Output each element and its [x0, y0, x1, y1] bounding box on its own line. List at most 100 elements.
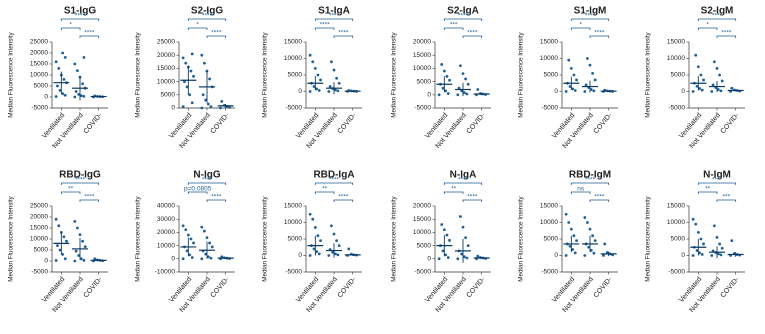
significance-bracket: [187, 18, 227, 21]
y-tick-label: 20000: [157, 229, 175, 236]
data-point: [79, 257, 83, 261]
data-point: [219, 106, 222, 110]
significance-bracket: [314, 27, 335, 30]
significance-bracket: [314, 182, 354, 185]
panel: N-IgM Median Fluorescence Intensity -5000 0…: [645, 170, 745, 314]
data-point: [78, 233, 82, 236]
data-point: [716, 252, 720, 256]
data-point: [603, 242, 607, 246]
data-point: [699, 237, 703, 241]
y-tick-label: 10000: [667, 55, 685, 62]
data-point: [183, 80, 186, 83]
data-point: [54, 259, 58, 262]
data-point: [440, 223, 444, 226]
data-point: [61, 253, 65, 256]
data-point: [188, 253, 192, 257]
data-point: [699, 73, 703, 77]
data-point: [189, 237, 193, 241]
data-point: [564, 212, 568, 216]
significance-bracket: [697, 182, 737, 185]
y-tick-label: 20000: [30, 50, 48, 57]
y-tick-label: 10000: [413, 229, 431, 236]
data-point: [700, 253, 704, 256]
data-point: [592, 89, 596, 93]
significance-label: ****: [329, 13, 340, 20]
data-point: [56, 84, 59, 88]
data-point: [201, 93, 205, 97]
data-point: [700, 88, 704, 92]
data-point: [605, 251, 609, 254]
panel: N-IgA Median Fluorescence Intensity -5000 0…: [391, 170, 491, 314]
data-point: [316, 73, 320, 77]
panel: S2-IgM Median Fluorescence Intensity -5000…: [645, 6, 745, 150]
data-point: [591, 234, 594, 238]
x-tick-label: COVID-: [720, 275, 742, 299]
data-point: [437, 257, 441, 261]
data-point: [184, 61, 188, 65]
data-point: [220, 100, 224, 103]
data-point: [62, 235, 66, 239]
y-tick-label: 10000: [157, 78, 175, 85]
significance-bracket: [314, 191, 335, 194]
significance-label: ****: [594, 30, 605, 37]
data-point: [77, 254, 81, 257]
data-point: [573, 89, 577, 92]
data-point: [730, 239, 734, 243]
data-point: [719, 89, 723, 93]
data-point: [441, 86, 445, 90]
data-point: [694, 222, 698, 226]
data-point: [691, 90, 695, 93]
data-point: [568, 244, 572, 248]
data-point: [572, 234, 576, 238]
data-point: [76, 69, 79, 72]
significance-bracket: [716, 199, 737, 202]
data-point: [448, 238, 451, 242]
data-point: [462, 91, 466, 95]
data-point: [445, 74, 449, 78]
data-point: [702, 242, 705, 246]
data-point: [569, 67, 573, 70]
data-point: [204, 98, 208, 102]
significance-label: *: [706, 22, 709, 29]
significance-bracket: [697, 18, 737, 21]
data-point: [715, 235, 719, 239]
panel-title: RBD-IgA: [313, 170, 354, 181]
data-point: [336, 253, 340, 257]
data-point: [442, 228, 446, 232]
significance-bracket: [443, 191, 464, 194]
data-point: [82, 56, 86, 59]
data-point: [442, 69, 446, 73]
data-point: [184, 228, 188, 232]
data-point: [205, 236, 209, 240]
data-point: [208, 241, 211, 245]
significance-label: ****: [458, 13, 469, 20]
data-point: [710, 254, 714, 257]
significance-bracket: [589, 35, 610, 38]
y-tick-label: 20000: [30, 214, 48, 221]
significance-bracket: [187, 27, 208, 30]
x-tick-label: COVID-: [210, 111, 232, 135]
y-tick-label: 0: [681, 88, 685, 95]
significance-label: ****: [467, 30, 478, 37]
data-point: [311, 60, 315, 64]
data-point: [583, 216, 587, 219]
data-point: [63, 257, 67, 261]
significance-label: ****: [202, 177, 213, 184]
data-point: [73, 62, 77, 66]
data-point: [460, 89, 464, 93]
data-point: [336, 89, 340, 93]
y-tick-label: -5000: [668, 105, 685, 112]
significance-bracket: [79, 199, 100, 202]
data-point: [312, 85, 316, 88]
y-tick-label: -5000: [541, 269, 558, 276]
data-point: [446, 92, 450, 95]
data-point: [695, 249, 699, 252]
data-point: [57, 224, 61, 228]
y-tick-label: 0: [171, 105, 175, 112]
data-point: [63, 93, 67, 97]
panel-title: S1-IgG: [64, 6, 96, 17]
data-point: [82, 258, 86, 262]
y-tick-label: 10000: [284, 219, 302, 226]
y-tick-label: -5000: [31, 269, 48, 276]
